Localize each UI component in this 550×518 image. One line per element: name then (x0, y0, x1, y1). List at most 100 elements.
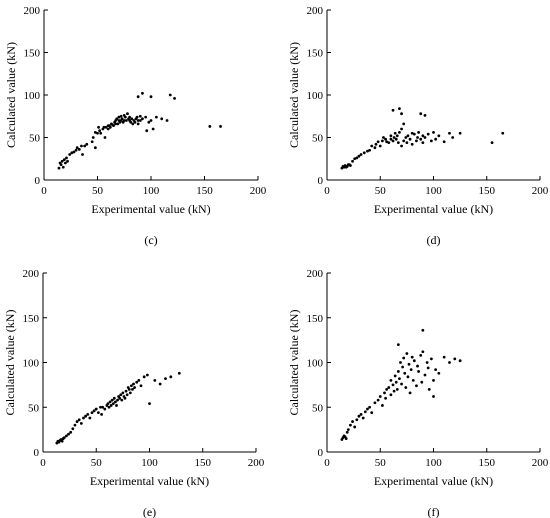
data-point (442, 355, 446, 359)
data-point (383, 391, 386, 395)
data-point (384, 137, 387, 141)
data-point (128, 391, 132, 395)
data-point (453, 357, 457, 361)
data-point (99, 131, 103, 135)
data-point (434, 368, 438, 372)
data-point (442, 140, 446, 144)
data-point (67, 432, 70, 436)
data-point (423, 136, 427, 139)
data-point (136, 95, 140, 99)
data-point (118, 396, 122, 400)
data-point (106, 402, 110, 406)
data-point (427, 387, 431, 391)
data-point (398, 131, 401, 134)
x-tick-label: 200 (250, 185, 267, 197)
data-point (400, 127, 403, 131)
x-tick-label: 0 (324, 457, 330, 469)
data-point (64, 161, 67, 165)
data-point (62, 436, 66, 440)
data-point (407, 362, 411, 366)
data-point (69, 430, 73, 434)
data-point (112, 396, 116, 400)
x-tick-label: 100 (143, 185, 160, 197)
data-point (114, 122, 118, 126)
data-point (82, 416, 85, 420)
y-tick-label: 50 (312, 402, 324, 414)
data-point (135, 380, 139, 384)
y-tick-label: 100 (307, 90, 324, 102)
data-point (106, 127, 110, 131)
data-point (136, 119, 140, 122)
data-point (125, 393, 129, 397)
data-point (129, 384, 133, 388)
data-point (384, 396, 387, 400)
data-point (490, 141, 494, 145)
data-point (60, 159, 64, 163)
data-point (400, 382, 403, 386)
data-point (378, 395, 382, 398)
data-point (391, 383, 395, 387)
y-tick-label: 200 (23, 268, 40, 280)
data-point (96, 411, 100, 415)
data-point (70, 151, 74, 155)
data-point (396, 343, 400, 346)
data-point (124, 389, 128, 393)
data-point (416, 364, 419, 368)
data-point (177, 371, 181, 375)
data-point (391, 139, 395, 143)
data-point (115, 404, 118, 407)
scatter-panel: 0 50 100 150 200 0 50 100 150 200 Experimental val… (3, 268, 265, 518)
data-point (419, 137, 423, 141)
data-point (376, 398, 380, 402)
data-point (351, 159, 354, 163)
y-tick-label: 150 (24, 48, 41, 60)
data-point (131, 387, 134, 391)
data-point (398, 377, 401, 381)
x-tick-label: 150 (196, 185, 213, 197)
data-point (423, 373, 427, 377)
data-point (366, 149, 369, 153)
data-point (148, 402, 151, 406)
panel-label: (f) (428, 505, 440, 518)
data-point (437, 134, 441, 138)
data-point (370, 411, 374, 415)
data-point (149, 119, 153, 122)
data-point (421, 134, 425, 138)
data-point (164, 377, 167, 381)
data-point (116, 122, 120, 126)
data-point (120, 398, 124, 402)
data-point (126, 112, 129, 116)
data-point (122, 119, 126, 122)
data-point (393, 131, 397, 135)
y-tick-label: 50 (312, 133, 324, 145)
data-point (420, 380, 424, 384)
data-point (153, 379, 157, 382)
data-point (115, 117, 119, 121)
data-point (402, 356, 406, 360)
data-point (137, 379, 141, 382)
data-point (65, 156, 68, 160)
data-point (451, 136, 455, 139)
y-axis-label: Calculated value (kN) (287, 310, 301, 416)
data-point (501, 131, 505, 135)
data-point (415, 384, 418, 388)
data-point (129, 120, 133, 124)
data-point (378, 144, 382, 148)
data-point (101, 405, 105, 409)
data-point (135, 115, 139, 119)
x-tick-label: 200 (248, 457, 265, 469)
data-point (396, 141, 400, 145)
data-point (389, 379, 393, 382)
data-point (404, 136, 408, 139)
data-point (149, 95, 153, 99)
data-point (432, 395, 435, 398)
data-point (351, 420, 354, 423)
data-point (423, 114, 427, 117)
data-point (349, 423, 352, 427)
x-tick-label: 100 (425, 185, 442, 197)
data-point (437, 371, 441, 375)
data-point (395, 134, 399, 138)
data-point (389, 134, 393, 138)
data-point (406, 375, 410, 379)
y-tick-label: 0 (34, 447, 40, 459)
